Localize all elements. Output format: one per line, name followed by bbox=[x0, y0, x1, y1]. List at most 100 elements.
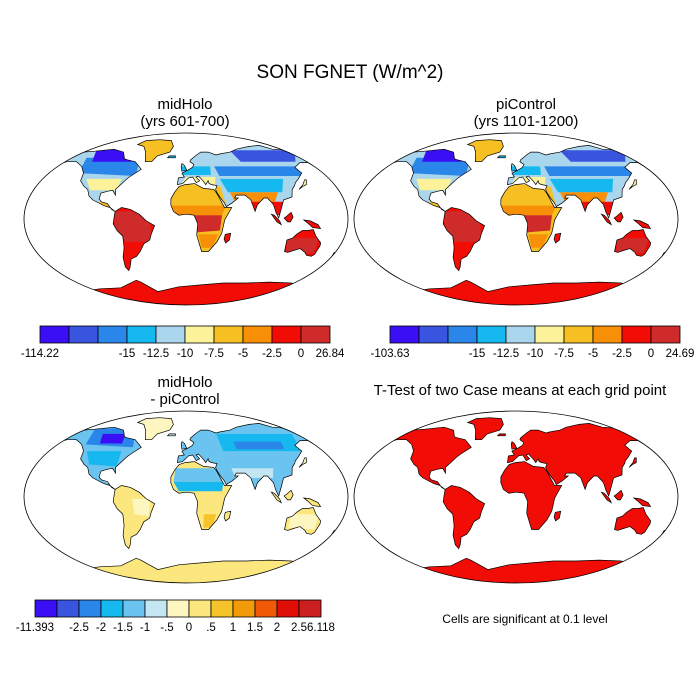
map2-newguinea-coast bbox=[302, 497, 322, 508]
map3-sumatra-fill bbox=[601, 492, 612, 503]
cb0-swatch-3 bbox=[126, 325, 157, 344]
map1-newguinea-coast bbox=[632, 219, 652, 230]
map2-zone-10 bbox=[223, 453, 281, 469]
cb0-label-1: -15 bbox=[119, 348, 136, 360]
cb2-label-3: -1.5 bbox=[113, 622, 133, 634]
cb0-swatch-4 bbox=[155, 325, 186, 344]
map2-madagascar-fill bbox=[224, 511, 231, 521]
cb0-swatch-9 bbox=[300, 325, 331, 344]
map2-zone-5 bbox=[173, 468, 224, 482]
panel-title-picontrol-line1: piControl bbox=[495, 96, 557, 113]
cb0-swatch-7 bbox=[242, 325, 273, 344]
map3-greenland-coast bbox=[466, 417, 504, 441]
map1-madagascar-fill bbox=[554, 233, 561, 243]
map2-sumatra-coast bbox=[270, 491, 283, 504]
map1-iceland-coast bbox=[496, 155, 506, 159]
map1-greenland-fill bbox=[467, 139, 504, 162]
map3-newguinea-fill bbox=[633, 498, 651, 507]
map2-namerica-coast bbox=[57, 426, 142, 490]
map0-eurasia-coast bbox=[176, 145, 323, 219]
cb0-swatch-2 bbox=[97, 325, 128, 344]
cb2-swatch-8 bbox=[210, 599, 234, 618]
cb1-label-2: -12.5 bbox=[493, 348, 519, 360]
cb0-label-5: -5 bbox=[238, 348, 248, 360]
map3-newguinea-coast bbox=[632, 497, 652, 508]
map1-sumatra-coast bbox=[600, 213, 613, 226]
map3-borneo-fill bbox=[614, 490, 624, 500]
map3-madagascar-coast bbox=[553, 510, 562, 522]
colorbar-difference: -11.393 -2.5 -2 -1.5 -1 -.5 0 .5 1 1.5 2 2.5 6.118 bbox=[16, 599, 335, 634]
cb1-label-5: -5 bbox=[588, 348, 598, 360]
map1-greenland-coast bbox=[466, 139, 504, 163]
map2-borneo-coast bbox=[283, 489, 294, 501]
map2-iceland-fill bbox=[167, 433, 176, 436]
map1-eurasia-coast bbox=[506, 145, 653, 219]
cb2-swatch-5 bbox=[144, 599, 168, 618]
map1-australia-coast bbox=[614, 229, 652, 257]
map1-zone-4 bbox=[444, 211, 481, 242]
map2-iceland-coast bbox=[166, 433, 176, 437]
map2-japan-coast bbox=[298, 457, 307, 468]
cb1-swatch-2 bbox=[447, 325, 478, 344]
map0-borneo-fill bbox=[284, 212, 294, 222]
cb1-swatch-1 bbox=[418, 325, 449, 344]
map0-japan-fill bbox=[299, 179, 307, 190]
map3-uk-coast bbox=[510, 441, 518, 450]
map3-frame bbox=[353, 410, 679, 584]
map3-australia-fill bbox=[614, 507, 651, 535]
map0-zone-5 bbox=[168, 186, 227, 206]
map2-zone-6 bbox=[173, 481, 224, 492]
map0-zone-16 bbox=[286, 238, 320, 254]
map1-zone-11 bbox=[549, 178, 614, 193]
map2-africa-coast bbox=[170, 461, 233, 530]
panel-title-midholo-line1: midHolo bbox=[157, 96, 213, 113]
map0-zone-4 bbox=[114, 211, 151, 242]
cb1-swatch-8 bbox=[621, 325, 652, 344]
cb1-label-8: 24.69 bbox=[666, 348, 695, 360]
map2-zone-2 bbox=[86, 451, 122, 467]
panel-title-ttest-line1: T-Test of two Case means at each grid po… bbox=[373, 382, 667, 399]
map0-zone-10 bbox=[229, 150, 296, 162]
map3-borneo-coast bbox=[613, 489, 624, 501]
map0-zone-11 bbox=[219, 178, 284, 193]
map3-uk-fill bbox=[511, 441, 517, 450]
map2-sumatra-fill bbox=[271, 492, 282, 503]
panel-title-midholo: midHolo (yrs 601-700) bbox=[25, 96, 345, 130]
map0-sumatra-coast bbox=[270, 213, 283, 226]
map3-eurasia-fill bbox=[507, 423, 653, 496]
map3-africa-fill bbox=[500, 461, 562, 530]
map1-borneo-coast bbox=[613, 211, 624, 223]
map1-uk-coast bbox=[510, 163, 518, 172]
cb2-label-6: 0 bbox=[186, 622, 192, 634]
map0-newguinea-coast bbox=[302, 219, 322, 230]
cb2-label-0: -11.393 bbox=[16, 622, 54, 634]
panel-title-difference: midHolo - piControl bbox=[25, 374, 345, 408]
figure-title: SON FGNET (W/m^2) bbox=[256, 62, 444, 83]
map0-newguinea-fill bbox=[303, 220, 321, 229]
map0-greenland-fill bbox=[137, 139, 174, 162]
map2-samerica-coast bbox=[112, 485, 156, 550]
cb2-swatch-9 bbox=[232, 599, 256, 618]
cb2-label-7: .5 bbox=[206, 622, 216, 634]
cb2-label-2: -2 bbox=[96, 622, 106, 634]
map1-zone-7 bbox=[523, 215, 552, 233]
cb1-swatch-3 bbox=[476, 325, 507, 344]
cb2-swatch-2 bbox=[78, 599, 102, 618]
cb1-swatch-7 bbox=[592, 325, 623, 344]
map3-eurasia-coast bbox=[506, 423, 653, 497]
map0-zone-9 bbox=[214, 166, 303, 176]
map3-samerica-coast bbox=[442, 485, 486, 550]
cb0-label-6: -2.5 bbox=[262, 348, 282, 360]
colorbar-picontrol: -103.63 -15 -12.5 -10 -7.5 -5 -2.5 0 24.69 bbox=[370, 325, 695, 360]
cb1-label-3: -10 bbox=[527, 348, 544, 360]
cb1-swatch-6 bbox=[563, 325, 594, 344]
cb0-label-2: -12.5 bbox=[143, 348, 169, 360]
map1-zone-10 bbox=[559, 150, 626, 162]
map1-zone-16 bbox=[616, 238, 650, 254]
map3-iceland-fill bbox=[497, 433, 506, 436]
map2-zone-9 bbox=[233, 441, 285, 450]
significance-note: Cells are significant at 0.1 level bbox=[442, 612, 608, 626]
cb2-label-10: 2 bbox=[274, 622, 280, 634]
map-picontrol bbox=[353, 132, 679, 306]
map2-zone-4 bbox=[132, 498, 150, 517]
